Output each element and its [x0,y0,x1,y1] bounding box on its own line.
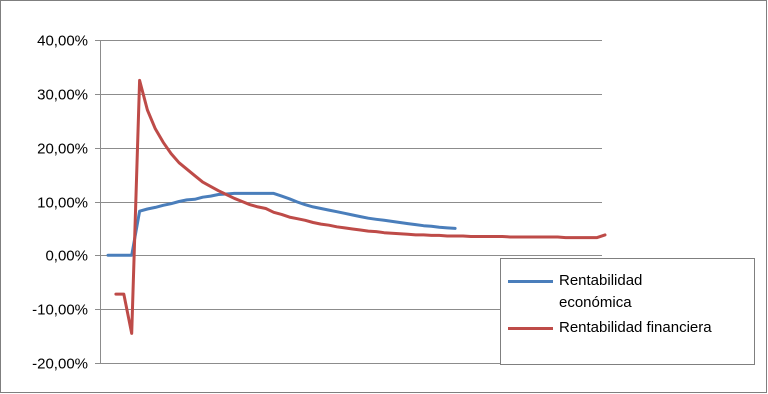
series-line-rentabilidad-economica [106,191,457,257]
legend-label-economica-line2: económica [559,294,632,311]
legend-swatch-economica [508,280,553,283]
y-tick-label: -10,00% [32,302,88,319]
y-tick-label: -20,00% [32,356,88,373]
legend-label-economica-line1: Rentabilidad [559,272,643,289]
y-tick-label: 40,00% [37,33,88,50]
y-axis-ticks: -20,00% -10,00% 0,00% 10,00% 20,00% 30,00% 40,… [32,33,101,373]
y-tick-label: 10,00% [37,195,88,212]
legend: Rentabilidad económica Rentabilidad fina… [500,258,755,365]
y-tick-label: 0,00% [45,248,88,265]
y-tick-label: 20,00% [37,141,88,158]
y-tick-label: 30,00% [37,87,88,104]
legend-label-financiera: Rentabilidad financiera [559,319,712,336]
legend-swatch-financiera [508,327,553,330]
series-line-rentabilidad-financiera [114,78,607,335]
legend-label-economica: Rentabilidad económica [559,270,749,314]
series-lines [106,78,607,335]
